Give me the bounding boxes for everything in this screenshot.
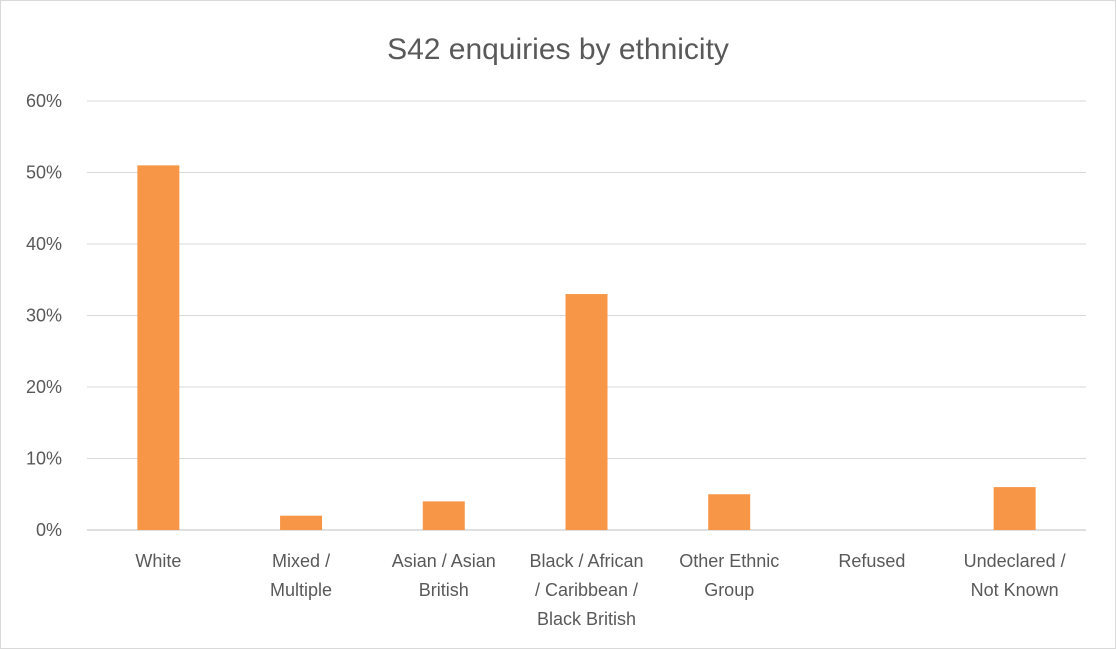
x-axis-category-labels: White Mixed / Multiple Asian / Asian British… — [135, 551, 1065, 629]
bar — [565, 294, 608, 530]
x-tick-label: White — [135, 551, 181, 571]
x-tick-label: Asian / Asian British — [392, 551, 496, 600]
x-tick-label: Other Ethnic Group — [679, 551, 779, 600]
y-tick-label: 0% — [36, 520, 62, 540]
gridlines — [87, 100, 1086, 531]
y-tick-label: 20% — [26, 377, 62, 397]
bars — [137, 165, 1036, 530]
chart-title: S42 enquiries by ethnicity — [387, 33, 729, 66]
x-tick-label: Undeclared / Not Known — [964, 551, 1066, 600]
y-tick-label: 40% — [26, 234, 62, 254]
y-tick-label: 10% — [26, 449, 62, 469]
bar — [280, 515, 323, 530]
y-axis-tick-labels: 0% 10% 20% 30% 40% 50% 60% — [26, 91, 62, 540]
y-tick-label: 30% — [26, 306, 62, 326]
x-tick-label: Mixed / Multiple — [270, 551, 332, 600]
bar — [708, 494, 751, 530]
bar — [137, 165, 180, 530]
x-tick-label: Refused — [838, 551, 905, 571]
bar — [422, 501, 465, 530]
bar — [993, 487, 1036, 530]
y-tick-label: 60% — [26, 91, 62, 111]
y-tick-label: 50% — [26, 163, 62, 183]
x-tick-label: Black / African / Caribbean / Black Britis… — [529, 551, 643, 629]
